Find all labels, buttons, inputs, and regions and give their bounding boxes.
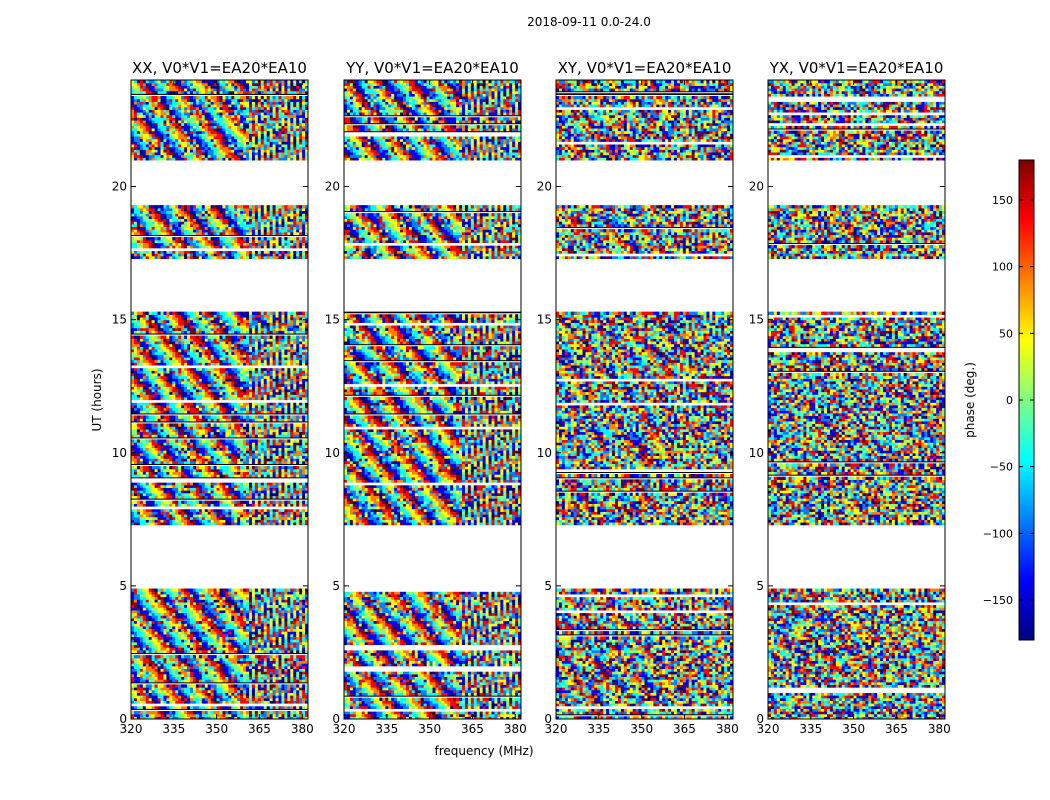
y-tick-label: 15 [537,313,552,327]
x-tick-label: 365 [673,722,696,736]
y-tick-label: 10 [325,446,340,460]
x-tick-label: 335 [162,722,185,736]
panel-1: YY, V0*V1=EA20*EA10 320 335 350 365 380 0 5 10 15… [325,59,527,736]
y-tick-label: 20 [749,180,764,194]
x-tick-label: 335 [375,722,398,736]
x-axis-label: frequency (MHz) [434,744,533,758]
panel-0-title: XX, V0*V1=EA20*EA10 [132,59,307,77]
x-tick-label: 365 [248,722,271,736]
colorbar-tick-label: −50 [990,461,1013,474]
panel-2-title: XY, V0*V1=EA20*EA10 [558,59,732,77]
y-tick-label: 15 [112,313,127,327]
panel-3-frame [767,79,946,720]
y-tick-label: 5 [544,579,552,593]
panel-1-frame [343,79,522,720]
x-tick-label: 350 [205,722,228,736]
y-tick-label: 5 [119,579,127,593]
y-tick-label: 5 [332,579,340,593]
panel-2-image [556,80,733,719]
colorbar-tick-label: 50 [999,327,1013,340]
colorbar-tick-label: 150 [992,194,1013,207]
x-tick-label: 365 [461,722,484,736]
panel-3-title: YX, V0*V1=EA20*EA10 [769,59,944,77]
panel-0-image [131,80,308,719]
y-tick-label: 0 [332,712,340,726]
panel-2-frame [555,79,734,720]
x-tick-label: 380 [928,722,951,736]
x-tick-label: 350 [842,722,865,736]
colorbar-gradient [1019,160,1034,640]
y-tick-label: 10 [537,446,552,460]
y-tick-label: 10 [112,446,127,460]
x-tick-label: 350 [630,722,653,736]
x-tick-label: 350 [418,722,441,736]
panel-3-image [768,80,945,719]
x-tick-label: 380 [716,722,739,736]
y-tick-label: 20 [112,180,127,194]
x-tick-label: 380 [504,722,527,736]
colorbar-tick-label: 100 [992,261,1013,274]
colorbar-label: phase (deg.) [963,362,977,438]
y-axis-label: UT (hours) [90,368,104,431]
panel-0-frame [130,79,309,720]
x-tick-label: 320 [545,722,568,736]
colorbar-tick-label: −150 [983,594,1013,607]
y-tick-label: 20 [325,180,340,194]
panel-1-image [344,80,521,719]
colorbar-tick-label: −100 [983,527,1013,540]
x-tick-label: 320 [757,722,780,736]
x-tick-label: 320 [120,722,143,736]
panel-2: XY, V0*V1=EA20*EA10 320 335 350 365 380 0 5 10 15… [537,59,739,736]
figure-suptitle: 2018-09-11 0.0-24.0 [527,15,651,29]
y-tick-label: 0 [119,712,127,726]
y-tick-label: 0 [756,712,764,726]
x-tick-label: 320 [333,722,356,736]
x-tick-label: 335 [799,722,822,736]
x-tick-label: 335 [587,722,610,736]
panel-1-title: YY, V0*V1=EA20*EA10 [345,59,519,77]
y-tick-label: 5 [756,579,764,593]
colorbar-tick-label: 0 [1006,394,1013,407]
x-tick-label: 380 [291,722,314,736]
panel-0: XX, V0*V1=EA20*EA10 320 335 350 365 380 0 5 10 15… [112,59,314,736]
y-tick-label: 15 [749,313,764,327]
y-tick-label: 15 [325,313,340,327]
x-tick-label: 365 [885,722,908,736]
y-tick-label: 20 [537,180,552,194]
y-tick-label: 10 [749,446,764,460]
panels-group: XX, V0*V1=EA20*EA10 320 335 350 365 380 0 5 10 15… [112,59,951,736]
colorbar: −150 −100 −50 0 50 100 150 [983,159,1035,641]
y-tick-label: 0 [544,712,552,726]
panel-3: YX, V0*V1=EA20*EA10 320 335 350 365 380 0 5 10 15… [749,59,951,736]
